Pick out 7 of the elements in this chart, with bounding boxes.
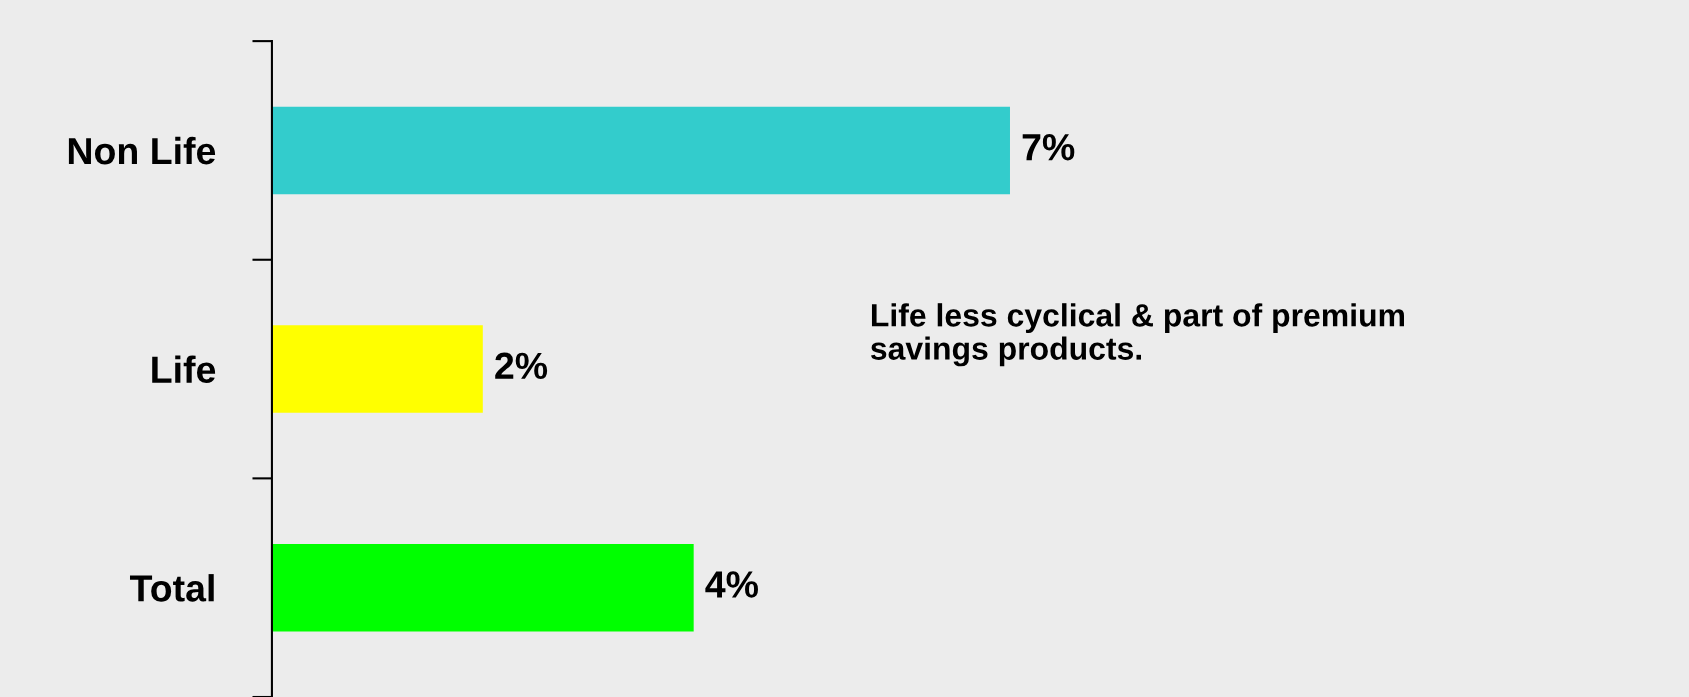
y-tick-label: Life <box>152 355 216 384</box>
data-label: 4% <box>705 571 758 598</box>
data-label: 7% <box>1022 134 1075 161</box>
annotation: Life less cyclical & part of premium savings products. <box>870 303 1404 367</box>
data-label: 2% <box>495 352 548 380</box>
y-tick-label: Non Life <box>68 136 216 165</box>
y-tick-label: Total <box>129 574 214 602</box>
